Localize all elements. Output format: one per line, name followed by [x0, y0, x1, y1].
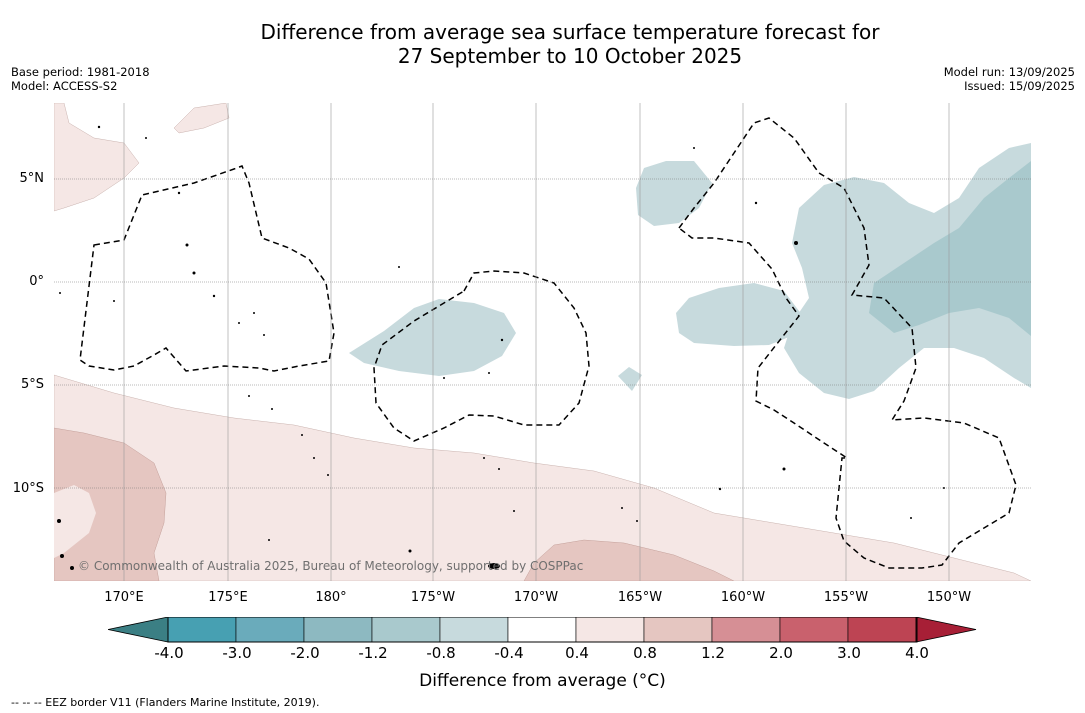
cb-tick: 1.2 [701, 644, 725, 662]
lat-label-5n: 5°N [19, 171, 45, 186]
warm-region-bottom-left [54, 485, 96, 558]
lon-label-165w: 165°W [617, 590, 663, 605]
model-name: Model: ACCESS-S2 [11, 79, 118, 93]
cb-tick: 4.0 [905, 644, 929, 662]
colorbar-segment [507, 617, 577, 643]
lon-label-150w: 150°W [926, 590, 972, 605]
cool-region-small [618, 367, 642, 391]
cb-tick: -4.0 [154, 644, 184, 662]
eez-borders [79, 117, 1017, 569]
lon-label-180: 180° [315, 590, 347, 605]
colorbar-segment [575, 617, 645, 643]
lon-label-155w: 155°W [823, 590, 869, 605]
lon-label-160w: 160°W [720, 590, 766, 605]
lon-label-170w: 170°W [513, 590, 559, 605]
map-title: Difference from average sea surface temp… [0, 20, 1085, 68]
base-period: Base period: 1981-2018 [11, 65, 150, 79]
cb-tick: 0.4 [565, 644, 589, 662]
colorbar-extend-high [915, 617, 977, 643]
colorbar-segments [108, 617, 977, 643]
meta-right: Model run: 13/09/2025 Issued: 15/09/2025 [944, 65, 1075, 93]
sst-anomaly-map [54, 103, 1031, 581]
model-run: Model run: 13/09/2025 [943, 65, 1075, 79]
lat-label-0: 0° [29, 274, 44, 289]
colorbar-extend-low [108, 617, 169, 643]
colorbar [108, 617, 977, 643]
cb-tick: 2.0 [769, 644, 793, 662]
title-line-1: Difference from average sea surface temp… [260, 20, 880, 44]
meta-left: Base period: 1981-2018 Model: ACCESS-S2 [11, 65, 150, 93]
colorbar-label: Difference from average (°C) [419, 671, 666, 691]
title-line-2: 27 September to 10 October 2025 [397, 44, 743, 68]
warm-region-north-island [173, 103, 230, 134]
lat-label-5s: 5°S [20, 377, 44, 392]
lon-label-175w: 175°W [410, 590, 456, 605]
lon-label-170e: 170°E [104, 590, 144, 605]
copyright-notice: © Commonwealth of Australia 2025, Bureau… [78, 559, 584, 573]
eez-border-center [373, 270, 590, 442]
colorbar-outline [167, 617, 918, 643]
warm-region-northwest [54, 103, 140, 212]
eez-border-east [677, 117, 1017, 569]
latitude-gridlines [54, 178, 1031, 489]
colorbar-segment [643, 617, 713, 643]
cb-tick: -3.0 [222, 644, 252, 662]
colorbar-segment [167, 617, 237, 643]
colorbar-segment [371, 617, 441, 643]
lat-label-10s: 10°S [12, 481, 44, 496]
colorbar-segment [439, 617, 509, 643]
gridlines [54, 103, 1031, 581]
warm-region-south [54, 374, 1031, 581]
cool-region-center-west [349, 299, 516, 376]
cb-tick: -0.8 [426, 644, 456, 662]
colorbar-segment [847, 617, 917, 643]
warm-region-south-center [523, 539, 735, 581]
issued-date: Issued: 15/09/2025 [964, 79, 1075, 93]
colorbar-segment [711, 617, 781, 643]
colorbar-segment [235, 617, 305, 643]
cb-tick: -1.2 [358, 644, 388, 662]
map-svg [54, 103, 1031, 581]
cb-tick: 3.0 [837, 644, 861, 662]
eez-border-west [79, 165, 335, 372]
warm-region-southwest [54, 427, 167, 581]
eez-footnote: -- -- -- EEZ border V11 (Flanders Marine… [11, 696, 320, 709]
island-specks [57, 125, 945, 570]
lon-label-175e: 175°E [208, 590, 248, 605]
cool-region-east-inner [869, 161, 1031, 336]
cb-tick: -0.4 [494, 644, 524, 662]
cb-tick: 0.8 [633, 644, 657, 662]
longitude-gridlines [123, 103, 950, 581]
cool-region-center-east [676, 283, 802, 346]
colorbar-segment [303, 617, 373, 643]
colorbar-segment [779, 617, 849, 643]
cb-tick: -2.0 [290, 644, 320, 662]
